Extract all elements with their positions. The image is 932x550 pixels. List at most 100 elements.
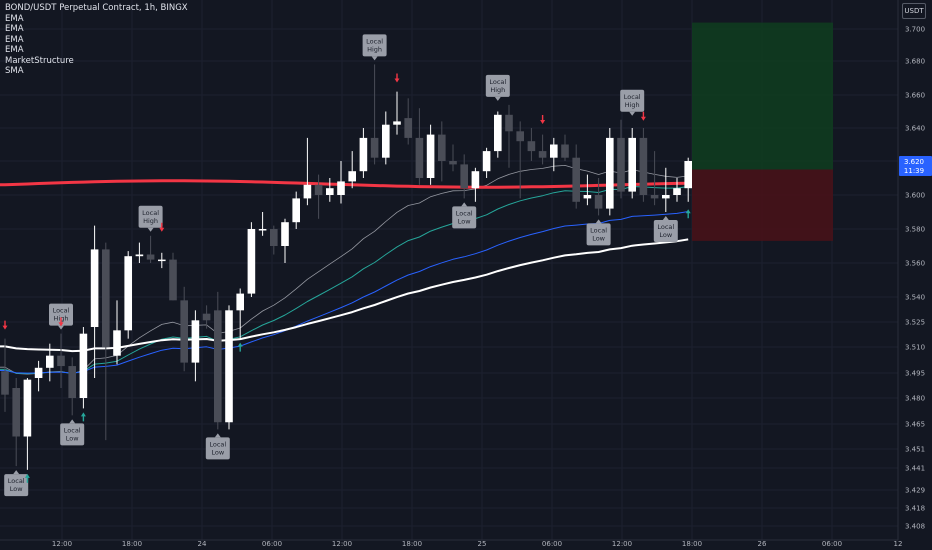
symbol-title[interactable]: BOND/USDT Perpetual Contract, 1h, BINGX [5, 3, 188, 13]
price-tick-label: 3.418 [905, 505, 925, 513]
candle-body [494, 114, 502, 152]
time-tick-label: 18:00 [402, 540, 422, 548]
sell-arrow-icon [58, 317, 64, 327]
candle-body [158, 259, 166, 262]
price-tick-label: 3.480 [905, 395, 925, 403]
sell-arrow-icon [159, 222, 165, 232]
label-pointer [629, 111, 636, 116]
label-box [138, 205, 163, 228]
label-text: Local [142, 209, 159, 217]
candle-body [482, 151, 491, 172]
candle [326, 178, 334, 202]
candle [527, 128, 536, 161]
price-tick-label: 3.700 [905, 26, 925, 34]
label-text: Local [8, 477, 25, 485]
candle-body [46, 355, 54, 368]
label-text: Low [66, 434, 79, 442]
price-tick-label: 3.660 [905, 92, 925, 100]
candle-body [415, 137, 424, 178]
label-text: Local [590, 226, 607, 234]
label-box [452, 206, 477, 229]
candle-body [650, 195, 659, 199]
indicator-ema-4[interactable]: EMA [5, 45, 24, 55]
candle [292, 191, 300, 229]
candle [370, 64, 379, 165]
candle-body [236, 293, 244, 311]
candle-body [135, 254, 144, 257]
indicator-ema-3[interactable]: EMA [5, 34, 24, 45]
label-pointer [371, 56, 378, 61]
sell-arrow-icon [2, 320, 8, 330]
candle [494, 111, 502, 158]
candle [225, 305, 233, 430]
price-tick-label: 3.510 [905, 344, 925, 352]
candle-body [202, 313, 211, 321]
candle-body [180, 300, 188, 363]
candle-body [23, 379, 32, 437]
sell-arrow-icon [540, 115, 546, 124]
price-tick-label: 3.429 [905, 487, 925, 495]
candles[interactable] [1, 64, 692, 470]
ema-blue-line [0, 211, 689, 374]
time-tick-label: 06:00 [542, 540, 562, 548]
candle-body [438, 134, 446, 161]
indicator-sma[interactable]: SMA [5, 66, 24, 76]
candle [270, 225, 278, 255]
label-box [4, 474, 29, 497]
candle [1, 338, 9, 412]
label-text: Local [366, 37, 383, 45]
time-tick-label: 12:00 [52, 540, 72, 548]
candle-body [583, 195, 592, 199]
candle [438, 121, 446, 182]
candle [684, 157, 692, 202]
candle-body [662, 195, 670, 199]
indicator-ema-1[interactable]: EMA [5, 13, 24, 24]
candle-body [594, 195, 603, 209]
candle-body [102, 249, 110, 347]
candle-body [79, 333, 88, 398]
candle [415, 108, 424, 185]
candle-body [90, 249, 99, 327]
time-tick-label: 18:00 [122, 540, 142, 548]
price-tick-label: 3.441 [905, 465, 925, 473]
candle [561, 134, 569, 161]
currency-label[interactable]: USDT [902, 3, 926, 19]
last-price-value: 3.620 [904, 158, 924, 166]
candle-body [191, 320, 200, 363]
sell-arrow-icon [640, 111, 646, 121]
label-text: Low [10, 485, 23, 493]
candle-body [426, 134, 435, 178]
position-tool[interactable] [692, 22, 833, 241]
sell-arrow-icon [394, 73, 400, 83]
label-text: Low [659, 231, 672, 239]
candle-body [348, 171, 356, 182]
candle [404, 98, 412, 145]
time-tick-label: 12:00 [332, 540, 352, 548]
indicator-ema-2[interactable]: EMA [5, 24, 24, 34]
candle-body [34, 367, 43, 378]
label-box [60, 423, 85, 446]
candle [673, 178, 681, 202]
time-tick-label: 12:00 [612, 540, 632, 548]
candle [124, 251, 132, 339]
time-axis[interactable]: 12:00 18:00 24 06:00 12:00 18:00 25 06:00 12:00 1… [52, 540, 903, 548]
candle [46, 343, 54, 382]
time-tick-label: 18:00 [682, 540, 702, 548]
label-text: Low [592, 234, 605, 242]
label-text: Low [458, 217, 471, 225]
label-text: High [490, 86, 505, 94]
indicator-market-structure[interactable]: MarketStructure [5, 55, 74, 66]
candle-body [572, 157, 580, 202]
label-text: Local [64, 426, 81, 434]
market-structure-marks: LocalLowLocalHighLocalLowLocalHighLocalL… [2, 34, 691, 497]
grid-lines [0, 0, 899, 540]
candle-body [404, 118, 412, 138]
price-tick-label: 3.451 [905, 446, 925, 454]
candle [426, 124, 435, 185]
candle-body [538, 151, 547, 158]
label-pointer [662, 216, 669, 220]
